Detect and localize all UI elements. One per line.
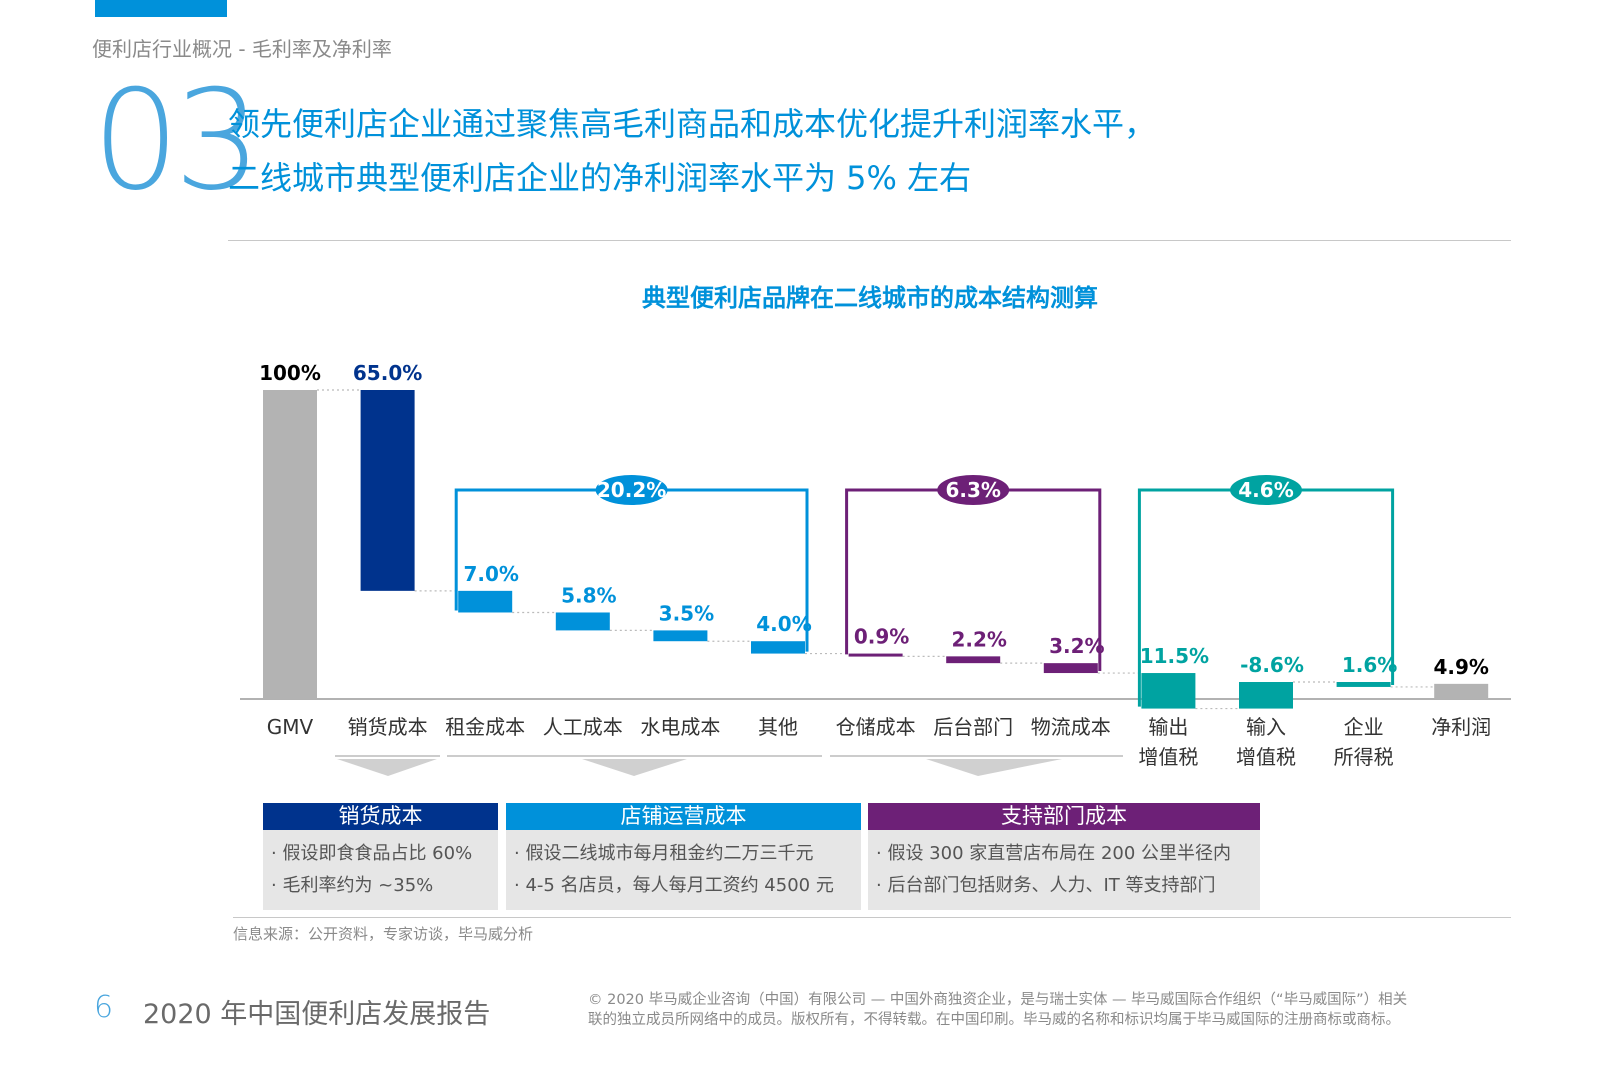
waterfall-bar — [653, 630, 708, 642]
box-line: · 假设二线城市每月租金约二万三千元 — [514, 843, 814, 864]
bar-value-label: 100% — [259, 361, 321, 385]
bottom-divider — [233, 917, 1511, 918]
box-body-goods: · 假设即食食品占比 60% · 毛利率约为 ~35% — [263, 830, 498, 910]
waterfall-bar — [360, 390, 415, 591]
bar-value-label: 1.6% — [1342, 653, 1397, 677]
waterfall-chart: 100% 65.0% 7.0% 5.8% 3.5% 4.0% 0.9% 2.2% 3.2% 11.… — [240, 361, 1511, 776]
bar-value-label: 3.5% — [659, 601, 714, 625]
waterfall-bar — [946, 656, 1001, 664]
group-total-label: 6.3% — [945, 478, 1000, 502]
category-label: 物流成本 — [1030, 715, 1111, 739]
chevron-down-icon — [582, 759, 687, 776]
waterfall-bar — [1043, 663, 1098, 674]
top-accent-bar — [95, 0, 227, 17]
chevron-down-icon — [926, 759, 1062, 776]
waterfall-bar — [458, 590, 513, 613]
box-title-goods: 销货成本 — [263, 803, 498, 830]
waterfall-bar — [1434, 683, 1489, 699]
section-number: 03 — [92, 60, 262, 221]
bar-value-label: 7.0% — [463, 562, 518, 586]
box-body-store-ops: · 假设二线城市每月租金约二万三千元 · 4-5 名店员，每人每月工资约 450… — [506, 830, 861, 910]
box-line: · 4-5 名店员，每人每月工资约 4500 元 — [514, 875, 834, 896]
report-title: 2020 年中国便利店发展报告 — [143, 999, 491, 1030]
section-label: 便利店行业概况 - 毛利率及净利率 — [92, 37, 392, 61]
bar-value-label: 11.5% — [1140, 644, 1209, 668]
group-total-pill — [1230, 475, 1302, 505]
box-body-support: · 假设 300 家直营店布局在 200 公里半径内 · 后台部门包括财务、人力… — [868, 830, 1260, 910]
box-title-store-ops: 店铺运营成本 — [506, 803, 861, 830]
category-label: 后台部门 — [933, 715, 1014, 739]
top-divider — [228, 240, 1511, 241]
bar-value-label: 2.2% — [951, 627, 1006, 651]
waterfall-bar — [848, 653, 903, 657]
category-label: GMV — [266, 715, 314, 739]
box-line: · 假设即食食品占比 60% — [271, 843, 473, 864]
category-label: 租金成本 — [445, 715, 526, 739]
bar-value-label: 0.9% — [854, 625, 909, 649]
category-label: 水电成本 — [640, 715, 721, 739]
headline-line-1: 领先便利店企业通过聚焦高毛利商品和成本优化提升利润率水平， — [228, 105, 1157, 143]
waterfall-bar — [1141, 673, 1196, 709]
waterfall-bar — [263, 390, 317, 699]
category-label: 净利润 — [1431, 715, 1492, 739]
waterfall-bar — [1239, 682, 1293, 709]
page-number: 6 — [94, 990, 114, 1025]
copyright-line-2: 联的独立成员所网络中的成员。版权所有，不得转载。在中国印刷。毕马威的名称和标识均… — [588, 1012, 1400, 1028]
headline-line-2: 二线城市典型便利店企业的净利润率水平为 5% 左右 — [228, 159, 972, 197]
category-label: 企业 所得税 — [1333, 715, 1394, 769]
box-line: · 毛利率约为 ~35% — [271, 875, 434, 896]
waterfall-bar — [1336, 682, 1391, 687]
chart-title: 典型便利店品牌在二线城市的成本结构测算 — [642, 284, 1098, 312]
category-label: 其他 — [758, 715, 798, 739]
bar-value-label: 4.0% — [756, 612, 811, 636]
bar-value-label: -8.6% — [1240, 653, 1304, 677]
category-label: 人工成本 — [542, 715, 623, 739]
source-note: 信息来源：公开资料，专家访谈，毕马威分析 — [233, 925, 534, 943]
category-label: 销货成本 — [347, 715, 428, 739]
box-line: · 后台部门包括财务、人力、IT 等支持部门 — [876, 875, 1216, 896]
group-total-pill — [937, 475, 1010, 505]
category-label: 输出 增值税 — [1138, 715, 1199, 769]
bar-value-label: 5.8% — [561, 583, 616, 607]
waterfall-bar — [751, 641, 805, 654]
box-title-support: 支持部门成本 — [868, 803, 1260, 830]
waterfall-bar — [555, 612, 610, 631]
box-line: · 假设 300 家直营店布局在 200 公里半径内 — [876, 843, 1232, 864]
group-total-label: 4.6% — [1238, 478, 1293, 502]
copyright-line-1: © 2020 毕马威企业咨询（中国）有限公司 — 中国外商独资企业，是与瑞士实体… — [588, 992, 1408, 1008]
group-total-label: 20.2% — [597, 478, 666, 502]
bar-value-label: 4.9% — [1433, 655, 1488, 679]
group-total-pill — [595, 475, 668, 505]
bar-value-label: 65.0% — [353, 361, 422, 385]
category-label: 输入 增值税 — [1236, 715, 1296, 769]
chevron-down-icon — [337, 759, 437, 776]
bar-value-label: 3.2% — [1049, 634, 1104, 658]
category-label: 仓储成本 — [835, 715, 916, 739]
